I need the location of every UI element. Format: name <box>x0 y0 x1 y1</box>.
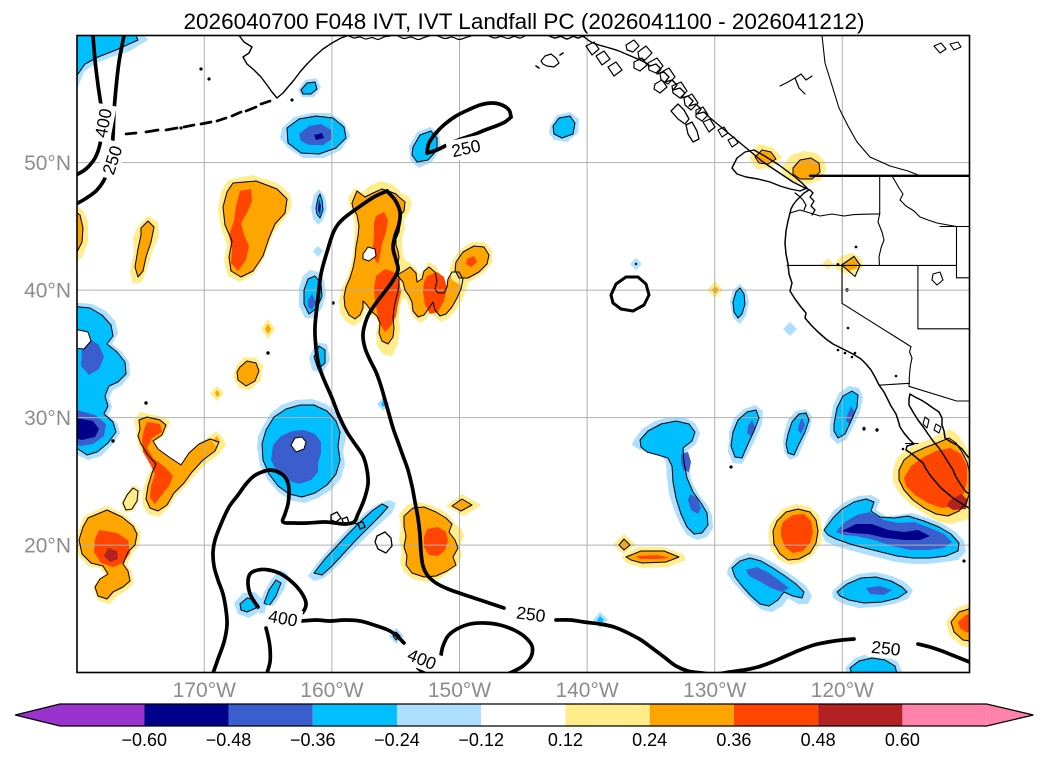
svg-text:170°W: 170°W <box>173 679 236 702</box>
svg-text:130°W: 130°W <box>683 679 746 702</box>
svg-text:0.12: 0.12 <box>548 730 583 750</box>
svg-text:2026040700 F048 IVT, IVT Landf: 2026040700 F048 IVT, IVT Landfall PC (20… <box>184 9 865 34</box>
svg-text:250: 250 <box>515 602 547 626</box>
svg-text:0.48: 0.48 <box>801 730 836 750</box>
svg-text:120°W: 120°W <box>811 679 874 702</box>
svg-text:160°W: 160°W <box>300 679 363 702</box>
svg-text:0.60: 0.60 <box>885 730 920 750</box>
svg-text:40°N: 40°N <box>24 280 71 303</box>
svg-text:30°N: 30°N <box>24 407 71 430</box>
svg-text:−0.60: −0.60 <box>121 730 167 750</box>
svg-text:20°N: 20°N <box>24 535 71 558</box>
svg-text:140°W: 140°W <box>555 679 618 702</box>
svg-text:150°W: 150°W <box>428 679 491 702</box>
svg-text:0.36: 0.36 <box>716 730 751 750</box>
svg-text:250: 250 <box>870 637 901 660</box>
svg-text:0.24: 0.24 <box>632 730 667 750</box>
svg-text:−0.12: −0.12 <box>458 730 504 750</box>
svg-text:−0.36: −0.36 <box>290 730 336 750</box>
svg-text:50°N: 50°N <box>24 152 71 175</box>
svg-text:−0.24: −0.24 <box>374 730 420 750</box>
svg-text:−0.48: −0.48 <box>206 730 252 750</box>
